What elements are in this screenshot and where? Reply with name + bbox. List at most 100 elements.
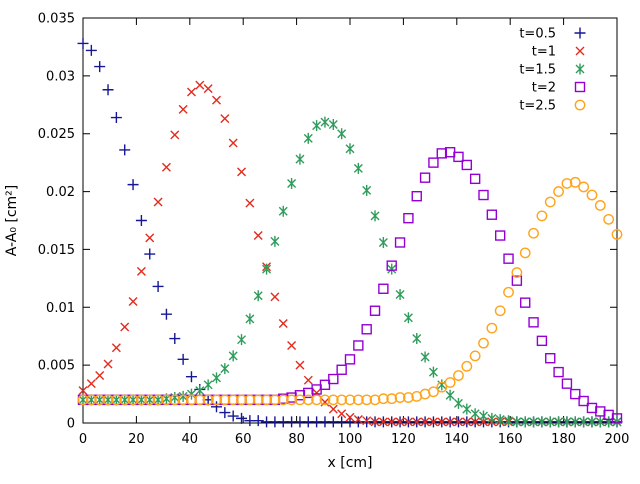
data-point-marker bbox=[403, 212, 414, 224]
data-point-marker bbox=[437, 379, 447, 391]
data-point-marker bbox=[269, 394, 281, 406]
data-point-marker bbox=[569, 176, 581, 188]
data-point-marker bbox=[461, 159, 473, 171]
data-point-marker bbox=[295, 360, 305, 370]
data-point-marker bbox=[211, 401, 222, 413]
y-tick-label: 0.02 bbox=[46, 185, 75, 200]
data-point-marker bbox=[78, 394, 88, 406]
data-point-marker bbox=[520, 297, 531, 308]
x-axis-label: x [cm] bbox=[328, 455, 373, 471]
x-tick-label: 160 bbox=[498, 432, 523, 447]
data-point-marker bbox=[545, 416, 555, 428]
y-tick-label: 0.01 bbox=[46, 301, 75, 316]
y-axis-label: A-A₀ [cm²] bbox=[4, 185, 20, 257]
data-point-marker bbox=[303, 132, 313, 144]
data-point-marker bbox=[220, 363, 230, 375]
data-point-marker bbox=[403, 312, 413, 324]
x-tick-label: 40 bbox=[182, 432, 199, 447]
data-point-marker bbox=[412, 333, 422, 345]
data-point-marker bbox=[320, 116, 330, 128]
data-point-marker bbox=[294, 394, 306, 406]
data-point-marker bbox=[528, 227, 539, 239]
data-point-marker bbox=[212, 372, 221, 384]
data-point-marker bbox=[420, 417, 430, 427]
data-point-marker bbox=[428, 417, 438, 427]
data-point-marker bbox=[252, 415, 264, 427]
data-point-marker bbox=[278, 318, 288, 328]
data-point-marker bbox=[178, 104, 188, 114]
data-point-marker bbox=[344, 354, 356, 365]
data-point-marker bbox=[428, 386, 439, 398]
data-point-marker bbox=[228, 350, 238, 362]
data-point-marker bbox=[153, 394, 163, 406]
data-point-marker bbox=[186, 87, 196, 97]
data-point-marker bbox=[420, 351, 430, 363]
data-point-marker bbox=[561, 178, 573, 189]
data-point-marker bbox=[470, 408, 480, 420]
y-tick-label: 0.03 bbox=[46, 69, 75, 84]
data-point-marker bbox=[587, 416, 597, 428]
data-point-marker bbox=[536, 335, 548, 347]
data-point-marker bbox=[353, 340, 364, 351]
data-point-marker bbox=[369, 305, 381, 316]
data-point-marker bbox=[110, 112, 122, 124]
x-tick-label: 0 bbox=[79, 432, 87, 447]
legend: t=0.5 t=1 t=1.5 t=2 t=2.5 bbox=[519, 27, 586, 114]
data-point-marker bbox=[428, 157, 439, 168]
data-point-marker bbox=[319, 379, 331, 391]
data-point-marker bbox=[244, 394, 256, 406]
data-point-marker bbox=[103, 394, 113, 406]
y-tick-label: 0 bbox=[67, 417, 75, 432]
data-point-marker bbox=[194, 394, 206, 406]
data-point-marker bbox=[111, 394, 121, 406]
data-point-marker bbox=[345, 412, 355, 422]
data-point-marker bbox=[578, 395, 589, 407]
data-point-marker bbox=[345, 143, 355, 155]
data-point-marker bbox=[161, 162, 171, 172]
data-point-marker bbox=[445, 389, 455, 401]
series-t-2.5 bbox=[77, 176, 623, 406]
data-point-marker bbox=[469, 350, 481, 362]
data-point-marker bbox=[220, 114, 230, 124]
data-point-marker bbox=[153, 197, 163, 207]
legend-marker bbox=[574, 81, 586, 93]
data-point-marker bbox=[185, 371, 197, 383]
data-point-marker bbox=[86, 394, 96, 406]
data-point-marker bbox=[487, 412, 497, 424]
data-point-marker bbox=[336, 364, 347, 375]
data-point-marker bbox=[245, 198, 255, 208]
data-point-marker bbox=[528, 317, 539, 328]
data-point-marker bbox=[252, 394, 264, 406]
data-point-marker bbox=[186, 388, 196, 400]
data-point-marker bbox=[286, 394, 297, 406]
data-point-marker bbox=[394, 392, 406, 403]
data-point-marker bbox=[202, 394, 214, 406]
data-point-marker bbox=[403, 392, 414, 403]
data-point-marker bbox=[144, 248, 156, 260]
data-point-marker bbox=[478, 189, 489, 201]
y-tick-label: 0.005 bbox=[38, 359, 75, 374]
data-point-marker bbox=[369, 394, 381, 406]
data-point-marker bbox=[253, 290, 263, 302]
data-point-marker bbox=[395, 289, 405, 301]
data-point-marker bbox=[545, 353, 556, 364]
data-point-marker bbox=[445, 417, 455, 427]
data-point-marker bbox=[136, 394, 146, 406]
data-point-marker bbox=[612, 416, 622, 428]
data-point-marker bbox=[270, 235, 280, 247]
data-point-marker bbox=[494, 305, 506, 317]
data-point-marker bbox=[253, 231, 263, 241]
data-point-marker bbox=[387, 263, 397, 275]
data-point-marker bbox=[362, 184, 372, 196]
data-point-marker bbox=[270, 292, 280, 302]
data-point-marker bbox=[362, 416, 372, 426]
data-point-marker bbox=[470, 417, 480, 427]
data-point-marker bbox=[145, 394, 155, 406]
legend-entry: t=2.5 bbox=[519, 99, 586, 114]
data-point-marker bbox=[102, 84, 114, 96]
legend-marker bbox=[574, 27, 586, 39]
data-point-marker bbox=[320, 397, 330, 407]
data-point-marker bbox=[237, 334, 247, 346]
data-point-marker bbox=[261, 394, 272, 406]
data-point-marker bbox=[453, 151, 464, 163]
